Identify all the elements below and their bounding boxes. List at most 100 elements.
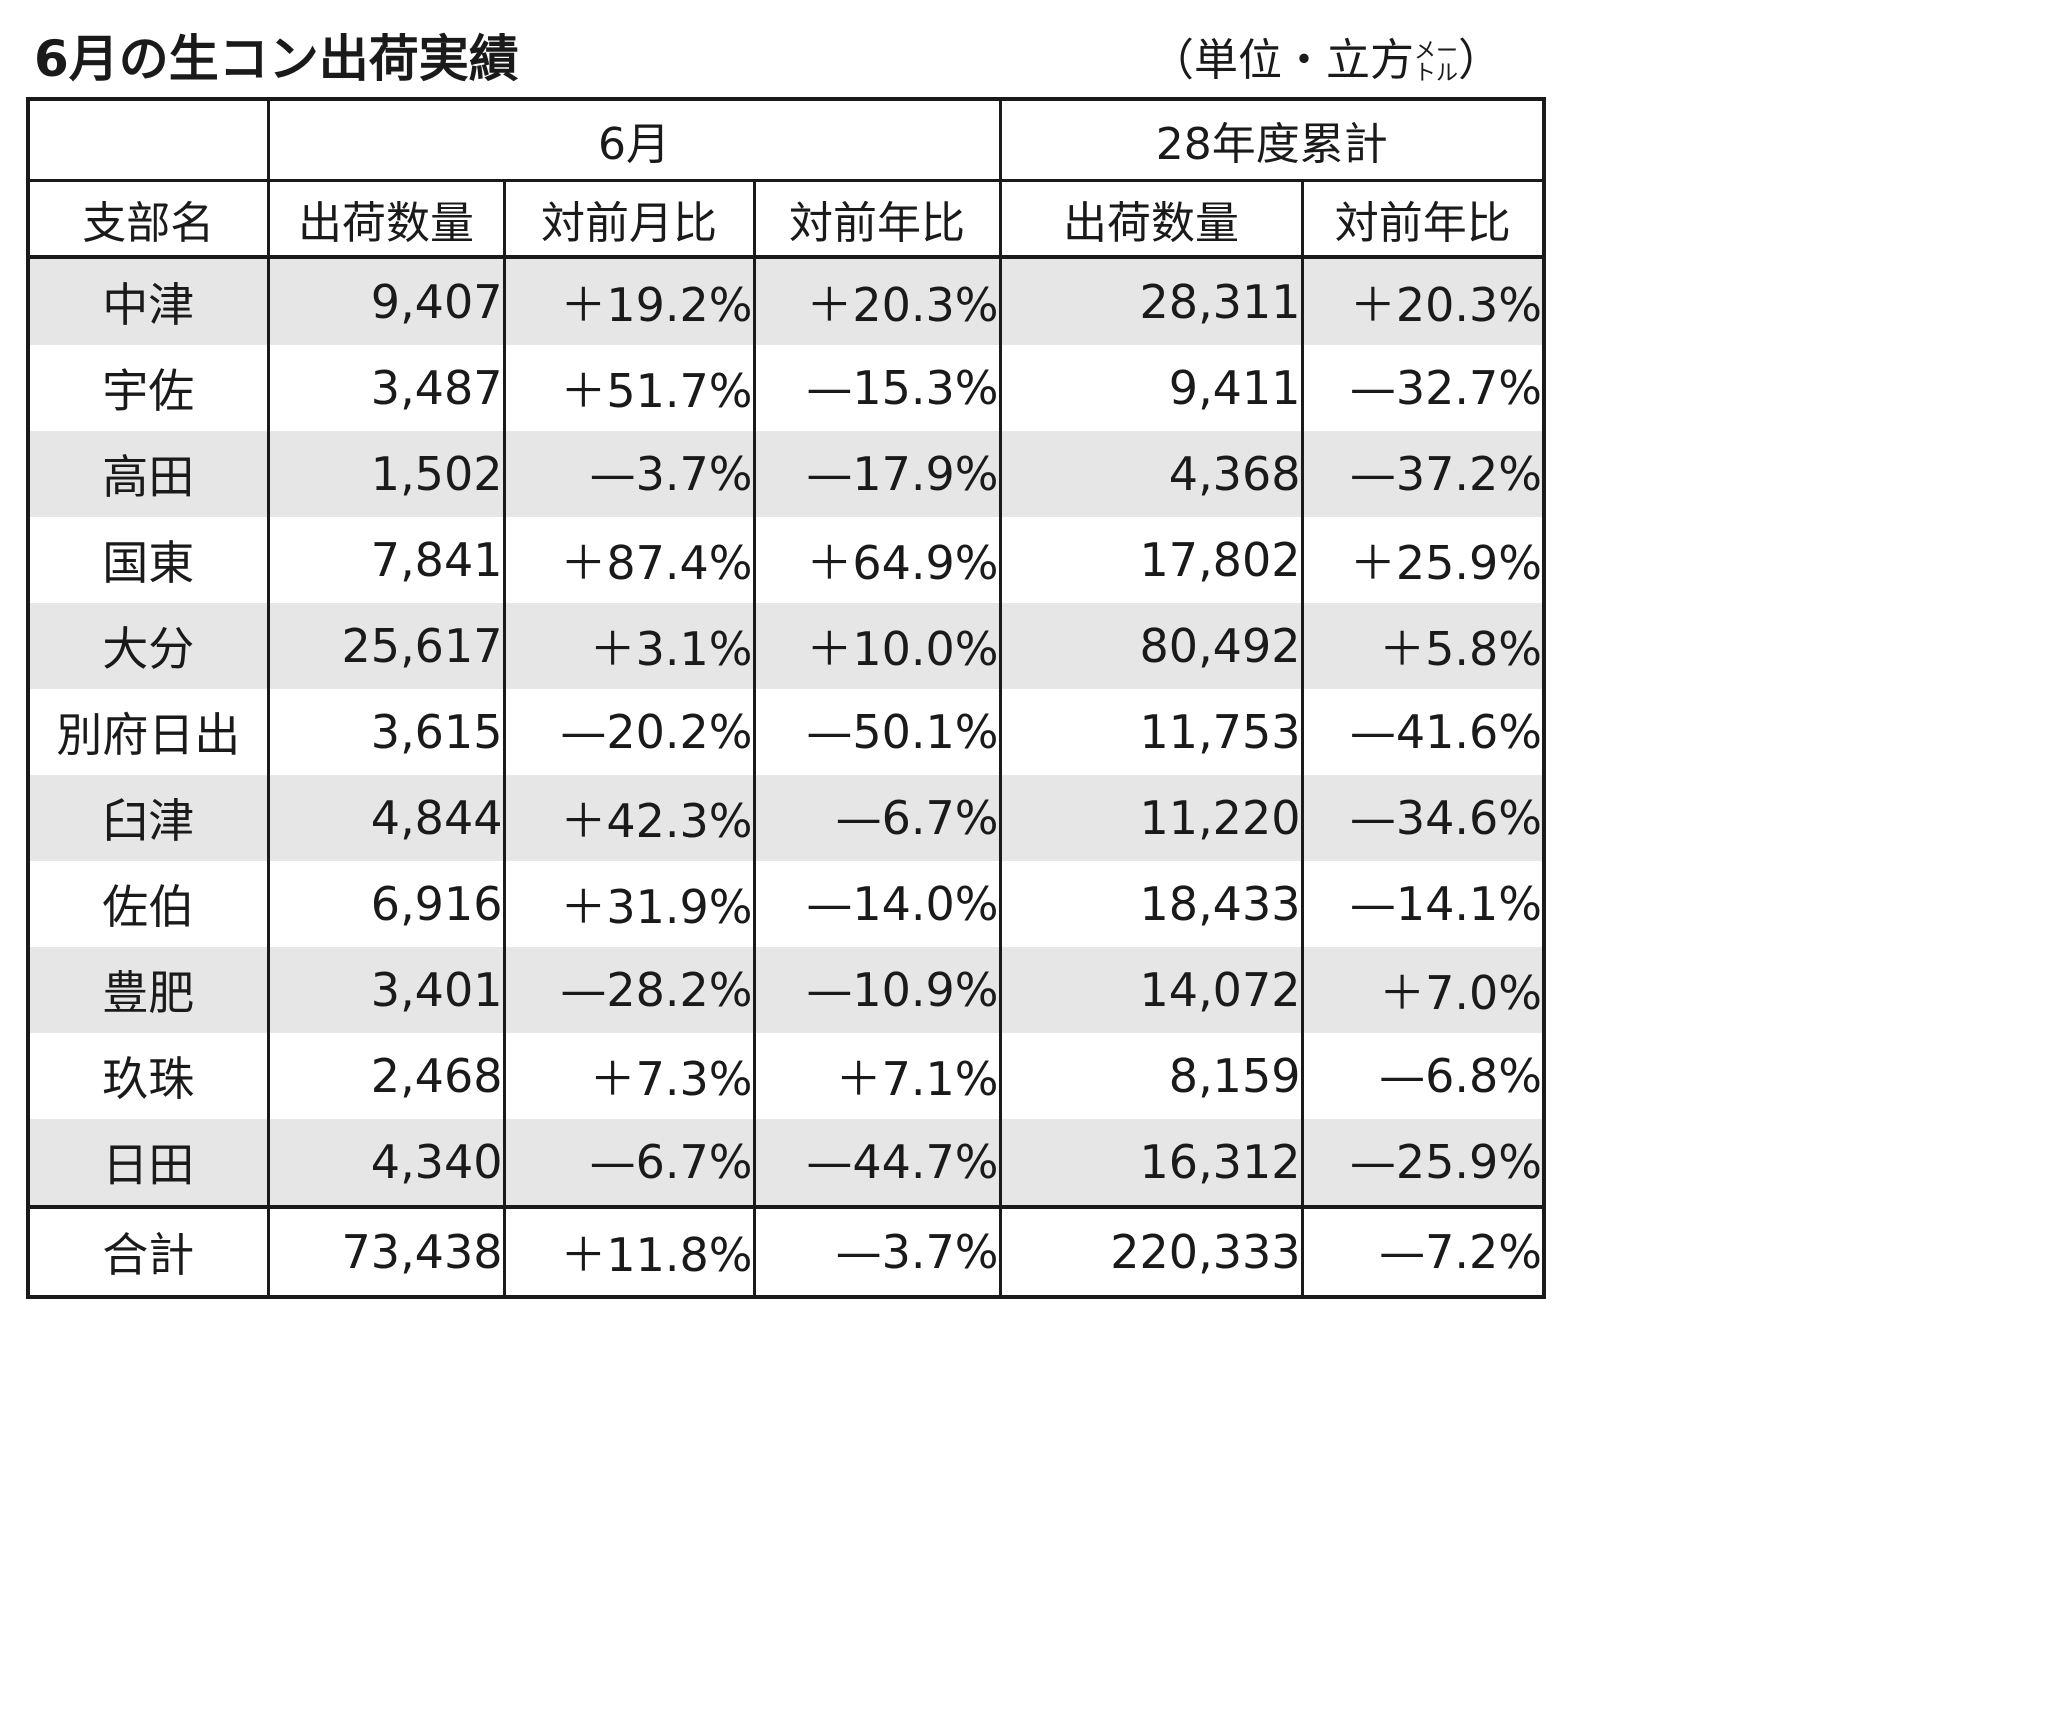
- branch-name-cell: 別府日出: [26, 689, 270, 775]
- unit-meter-bottom: トル: [1413, 61, 1458, 86]
- june-quantity-cell: 3,401: [266, 947, 506, 1033]
- cumulative-yoy-cell: —32.7%: [1300, 345, 1546, 431]
- june-mom-cell: —3.7%: [502, 431, 756, 517]
- cumulative-yoy-cell: —6.8%: [1300, 1033, 1546, 1119]
- total-june-yoy-cell: —3.7%: [752, 1205, 1002, 1297]
- june-quantity-cell: 1,502: [266, 431, 506, 517]
- page-title: 6月の生コン出荷実績: [34, 30, 519, 88]
- june-mom-cell: ＋7.3%: [502, 1033, 756, 1119]
- total-row: 合計 73,438 ＋11.8% —3.7% 220,333 —7.2%: [26, 1205, 1546, 1297]
- unit-note: （単位・立方メー トル）: [1150, 30, 1502, 92]
- unit-suffix: ）: [1458, 35, 1502, 86]
- total-june-quantity-cell: 73,438: [266, 1205, 506, 1297]
- june-mom-cell: ＋42.3%: [502, 775, 756, 861]
- cumulative-yoy-cell: —41.6%: [1300, 689, 1546, 775]
- group-header-june: 6月: [266, 99, 1002, 182]
- column-header-row: 支部名 出荷数量 対前月比 対前年比 出荷数量 対前年比: [26, 180, 1546, 259]
- table-row: 高田 1,502 —3.7% —17.9% 4,368 —37.2%: [26, 431, 1546, 517]
- june-mom-cell: ＋31.9%: [502, 861, 756, 947]
- june-quantity-cell: 3,487: [266, 345, 506, 431]
- column-header-june-mom: 対前月比: [502, 180, 756, 259]
- june-yoy-cell: —14.0%: [752, 861, 1002, 947]
- cumulative-quantity-cell: 17,802: [998, 517, 1304, 603]
- cumulative-quantity-cell: 18,433: [998, 861, 1304, 947]
- table-row: 玖珠 2,468 ＋7.3% ＋7.1% 8,159 —6.8%: [26, 1033, 1546, 1119]
- total-cumulative-quantity-cell: 220,333: [998, 1205, 1304, 1297]
- cumulative-yoy-cell: —14.1%: [1300, 861, 1546, 947]
- june-yoy-cell: ＋64.9%: [752, 517, 1002, 603]
- unit-meter-stack: メー トル: [1414, 41, 1458, 85]
- total-june-mom-cell: ＋11.8%: [502, 1205, 756, 1297]
- group-header-blank: [26, 99, 270, 182]
- june-quantity-cell: 3,615: [266, 689, 506, 775]
- unit-meter-top: メー: [1413, 39, 1458, 64]
- june-quantity-cell: 9,407: [266, 257, 506, 345]
- june-quantity-cell: 25,617: [266, 603, 506, 689]
- june-quantity-cell: 7,841: [266, 517, 506, 603]
- table-row: 豊肥 3,401 —28.2% —10.9% 14,072 ＋7.0%: [26, 947, 1546, 1033]
- branch-name-cell: 高田: [26, 431, 270, 517]
- cumulative-yoy-cell: ＋25.9%: [1300, 517, 1546, 603]
- cumulative-yoy-cell: —34.6%: [1300, 775, 1546, 861]
- table-row: 佐伯 6,916 ＋31.9% —14.0% 18,433 —14.1%: [26, 861, 1546, 947]
- cumulative-quantity-cell: 9,411: [998, 345, 1304, 431]
- june-quantity-cell: 2,468: [266, 1033, 506, 1119]
- branch-name-cell: 玖珠: [26, 1033, 270, 1119]
- june-mom-cell: —6.7%: [502, 1119, 756, 1207]
- table-row: 臼津 4,844 ＋42.3% —6.7% 11,220 —34.6%: [26, 775, 1546, 861]
- branch-name-cell: 大分: [26, 603, 270, 689]
- group-header-cumulative: 28年度累計: [998, 99, 1546, 182]
- june-yoy-cell: ＋20.3%: [752, 257, 1002, 345]
- column-header-june-yoy: 対前年比: [752, 180, 1002, 259]
- cumulative-yoy-cell: ＋20.3%: [1300, 257, 1546, 345]
- branch-name-cell: 臼津: [26, 775, 270, 861]
- cumulative-yoy-cell: ＋7.0%: [1300, 947, 1546, 1033]
- cumulative-yoy-cell: —25.9%: [1300, 1119, 1546, 1207]
- column-header-branch: 支部名: [26, 180, 270, 259]
- branch-name-cell: 宇佐: [26, 345, 270, 431]
- cumulative-quantity-cell: 14,072: [998, 947, 1304, 1033]
- cumulative-quantity-cell: 80,492: [998, 603, 1304, 689]
- cumulative-quantity-cell: 4,368: [998, 431, 1304, 517]
- table-row: 別府日出 3,615 —20.2% —50.1% 11,753 —41.6%: [26, 689, 1546, 775]
- june-yoy-cell: —10.9%: [752, 947, 1002, 1033]
- june-quantity-cell: 4,844: [266, 775, 506, 861]
- table-row: 日田 4,340 —6.7% —44.7% 16,312 —25.9%: [26, 1119, 1546, 1207]
- total-branch-name-cell: 合計: [26, 1205, 270, 1297]
- june-yoy-cell: —17.9%: [752, 431, 1002, 517]
- total-cumulative-yoy-cell: —7.2%: [1300, 1205, 1546, 1297]
- june-yoy-cell: —50.1%: [752, 689, 1002, 775]
- branch-name-cell: 豊肥: [26, 947, 270, 1033]
- table-row: 中津 9,407 ＋19.2% ＋20.3% 28,311 ＋20.3%: [26, 257, 1546, 345]
- june-yoy-cell: —6.7%: [752, 775, 1002, 861]
- cumulative-yoy-cell: ＋5.8%: [1300, 603, 1546, 689]
- june-mom-cell: ＋19.2%: [502, 257, 756, 345]
- branch-name-cell: 日田: [26, 1119, 270, 1207]
- branch-name-cell: 佐伯: [26, 861, 270, 947]
- cumulative-quantity-cell: 16,312: [998, 1119, 1304, 1207]
- branch-name-cell: 国東: [26, 517, 270, 603]
- june-mom-cell: ＋51.7%: [502, 345, 756, 431]
- branch-name-cell: 中津: [26, 257, 270, 345]
- cumulative-quantity-cell: 11,753: [998, 689, 1304, 775]
- group-header-row: 6月 28年度累計: [26, 99, 1546, 182]
- column-header-june-quantity: 出荷数量: [266, 180, 506, 259]
- cumulative-quantity-cell: 8,159: [998, 1033, 1304, 1119]
- june-mom-cell: ＋87.4%: [502, 517, 756, 603]
- june-mom-cell: ＋3.1%: [502, 603, 756, 689]
- table-row: 大分 25,617 ＋3.1% ＋10.0% 80,492 ＋5.8%: [26, 603, 1546, 689]
- shipment-table: 6月 28年度累計 支部名 出荷数量 対前月比 対前年比 出荷数量 対前年比 中…: [26, 97, 1546, 1299]
- cumulative-quantity-cell: 28,311: [998, 257, 1304, 345]
- june-yoy-cell: ＋7.1%: [752, 1033, 1002, 1119]
- cumulative-yoy-cell: —37.2%: [1300, 431, 1546, 517]
- column-header-cumulative-quantity: 出荷数量: [998, 180, 1304, 259]
- table-row: 国東 7,841 ＋87.4% ＋64.9% 17,802 ＋25.9%: [26, 517, 1546, 603]
- table-row: 宇佐 3,487 ＋51.7% —15.3% 9,411 —32.7%: [26, 345, 1546, 431]
- june-yoy-cell: ＋10.0%: [752, 603, 1002, 689]
- june-yoy-cell: —15.3%: [752, 345, 1002, 431]
- june-quantity-cell: 6,916: [266, 861, 506, 947]
- june-quantity-cell: 4,340: [266, 1119, 506, 1207]
- june-mom-cell: —28.2%: [502, 947, 756, 1033]
- column-header-cumulative-yoy: 対前年比: [1300, 180, 1546, 259]
- unit-prefix: （単位・立方: [1149, 35, 1414, 86]
